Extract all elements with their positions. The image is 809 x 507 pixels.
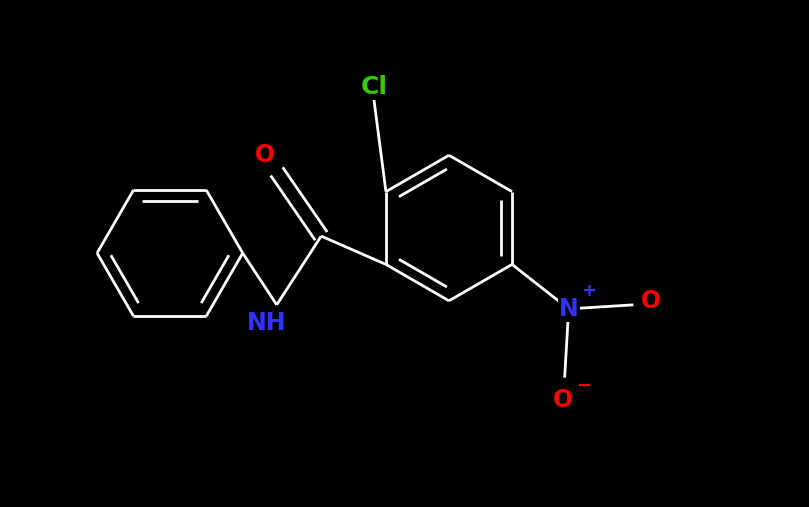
Text: −: − xyxy=(576,377,591,395)
Text: Cl: Cl xyxy=(360,75,388,98)
Text: N: N xyxy=(559,297,578,321)
Text: O: O xyxy=(642,289,661,313)
Text: NH: NH xyxy=(248,311,286,335)
Text: +: + xyxy=(582,282,596,300)
Text: O: O xyxy=(255,143,274,167)
Text: O: O xyxy=(553,388,573,412)
